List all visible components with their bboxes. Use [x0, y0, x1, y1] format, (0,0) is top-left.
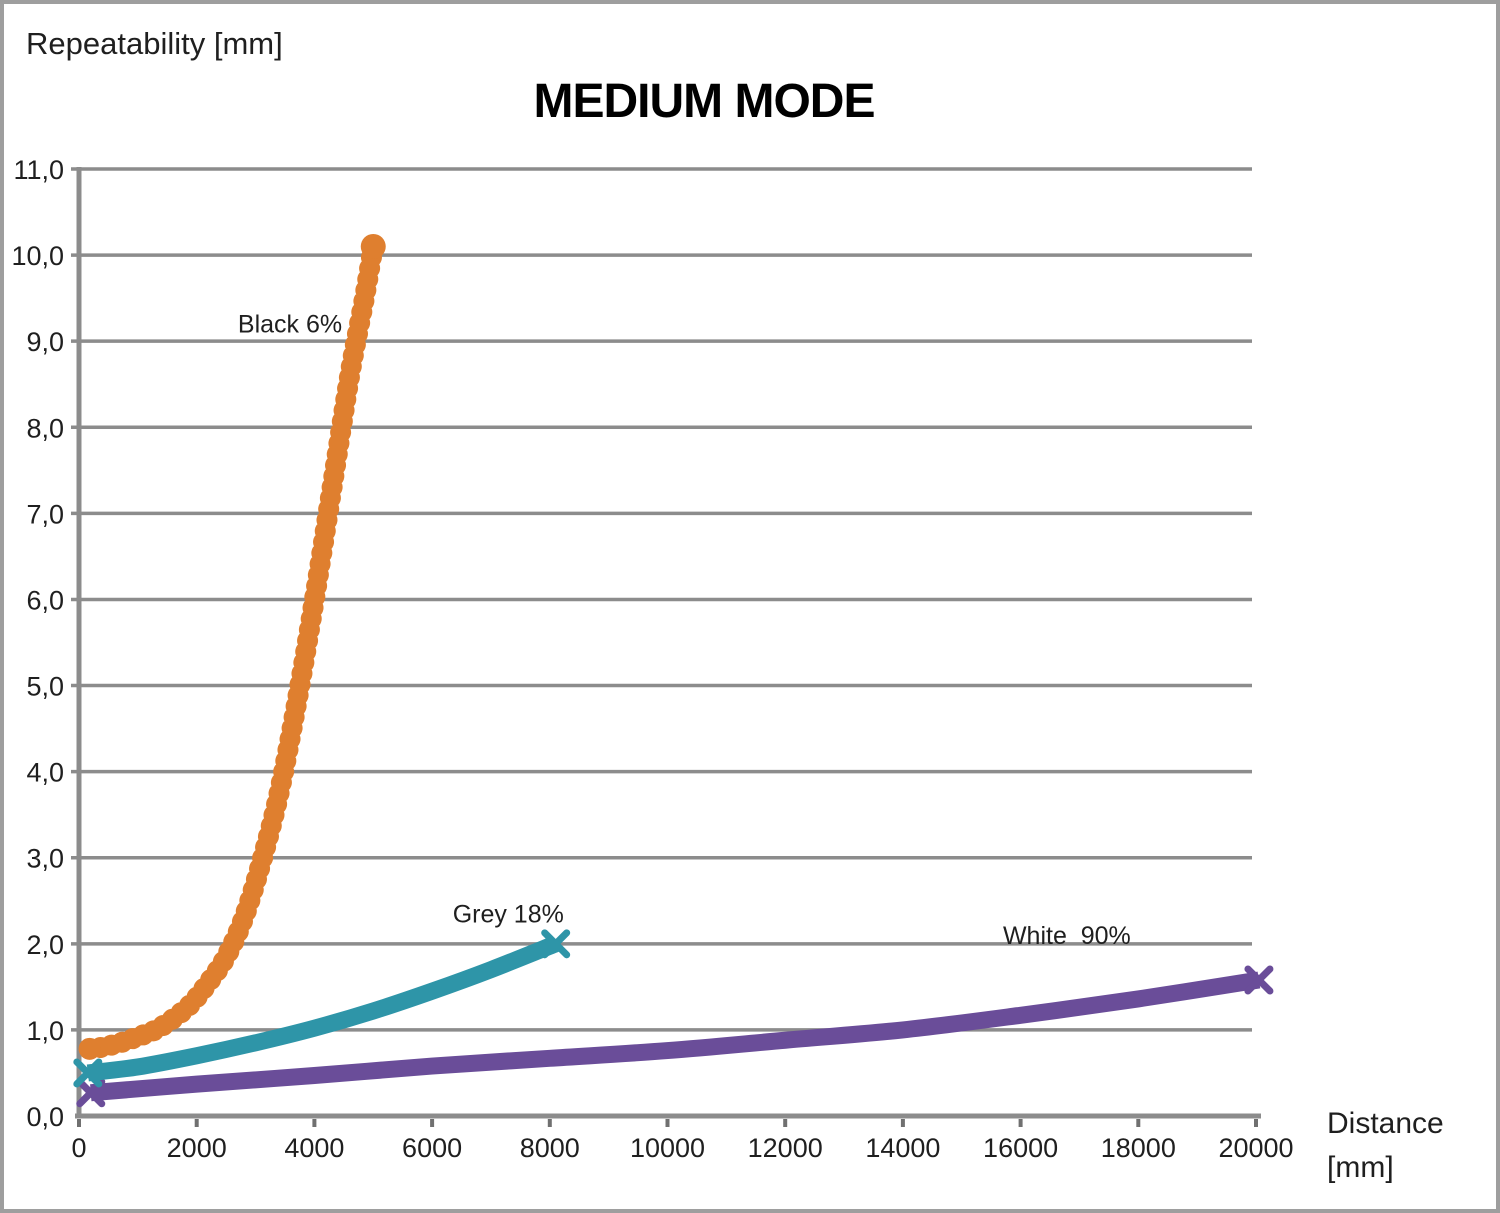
x-tick-label: 4000	[284, 1133, 344, 1163]
series-line-black-6	[79, 235, 384, 1060]
x-axis-title-line2: [mm]	[1327, 1151, 1394, 1184]
x-axis-title-line1: Distance	[1327, 1107, 1444, 1140]
y-tick-label: 8,0	[26, 413, 64, 443]
x-tick-label: 20000	[1218, 1133, 1293, 1163]
series-end-marker	[1244, 965, 1274, 995]
y-tick-label: 3,0	[26, 844, 64, 874]
series-end-marker	[541, 929, 571, 959]
y-tick-label: 0,0	[26, 1102, 64, 1132]
y-tick-label: 9,0	[26, 327, 64, 357]
x-tick-label: 18000	[1101, 1133, 1176, 1163]
series-end-marker	[360, 233, 386, 259]
chart-title: MEDIUM MODE	[533, 75, 876, 128]
y-tick-label: 10,0	[11, 241, 64, 271]
series-label: Grey 18%	[453, 900, 564, 928]
y-tick-label: 2,0	[26, 930, 64, 960]
x-tick-label: 12000	[748, 1133, 823, 1163]
series-start-marker	[73, 1058, 103, 1088]
series-label: White 90%	[1003, 922, 1131, 950]
y-tick-label: 6,0	[26, 585, 64, 615]
series-label: Black 6%	[238, 311, 342, 339]
x-tick-label: 2000	[167, 1133, 227, 1163]
x-tick-label: 14000	[865, 1133, 940, 1163]
y-axis-title: Repeatability [mm]	[26, 26, 283, 61]
series-line-grey-18	[86, 935, 559, 1082]
chart-canvas: 0,0 1,0 2,0 3,0 4,0 5,0 6,0 7,0 8,0 9,0 10,0 11,0 0 2…	[11, 155, 1293, 1163]
y-tick-label: 4,0	[26, 758, 64, 788]
x-tick-label: 10000	[630, 1133, 705, 1163]
x-axis-title: Distance [mm]	[1327, 1102, 1444, 1190]
series-line-white-90	[90, 971, 1261, 1102]
x-tick-label: 16000	[983, 1133, 1058, 1163]
x-tick-label: 0	[71, 1133, 86, 1163]
x-tick-label: 6000	[402, 1133, 462, 1163]
y-tick-label: 5,0	[26, 672, 64, 702]
x-tick-label: 8000	[520, 1133, 580, 1163]
series-start-marker	[78, 1037, 101, 1060]
y-tick-label: 11,0	[13, 155, 64, 185]
y-tick-label: 7,0	[26, 499, 64, 529]
y-tick-label: 1,0	[26, 1016, 64, 1046]
